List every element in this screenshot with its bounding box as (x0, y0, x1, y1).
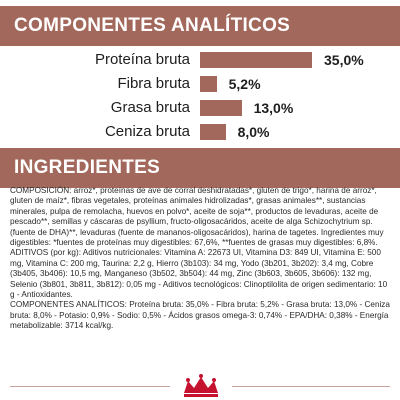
footer (0, 372, 400, 400)
composition-paragraph: COMPOSICIÓN: arroz*, proteínas de ave de… (10, 186, 384, 248)
ingredients-section-title: INGREDIENTES (0, 148, 400, 188)
analytics-value-fat: 13,0% (253, 100, 294, 116)
analytics-chart: Proteína bruta 35,0% Fibra bruta 5,2% Gr… (0, 46, 400, 142)
analytics-row-fat: Grasa bruta 13,0% (0, 96, 400, 120)
analytics-row-protein: Proteína bruta 35,0% (0, 48, 400, 72)
analytics-label-fat: Grasa bruta (110, 99, 190, 116)
analytics-row-ash: Ceniza bruta 8,0% (0, 120, 400, 144)
royal-canin-crown-icon (184, 374, 218, 397)
ingredients-text: COMPOSICIÓN: arroz*, proteínas de ave de… (10, 186, 390, 332)
analytics-section-title: COMPONENTES ANALÍTICOS (0, 6, 400, 46)
footer-divider-left (10, 386, 170, 387)
analytics-bar-fiber (200, 76, 217, 92)
analytical-paragraph: COMPONENTES ANALÍTICOS: Proteína bruta: … (10, 300, 390, 331)
analytics-bar-fat (200, 100, 242, 116)
analytics-bar-protein (200, 52, 312, 68)
analytics-value-fiber: 5,2% (228, 76, 261, 92)
analytics-value-protein: 35,0% (324, 52, 364, 68)
analytics-label-protein: Proteína bruta (94, 51, 190, 68)
footer-divider-right (232, 386, 390, 387)
analytics-bar-ash (200, 124, 226, 140)
analytics-value-ash: 8,0% (237, 124, 270, 140)
analytics-row-fiber: Fibra bruta 5,2% (0, 72, 400, 96)
additives-paragraph: ADITIVOS (por kg): Aditivos nutricionale… (10, 248, 388, 300)
analytics-label-ash: Ceniza bruta (104, 123, 190, 140)
analytics-label-fiber: Fibra bruta (117, 75, 190, 92)
